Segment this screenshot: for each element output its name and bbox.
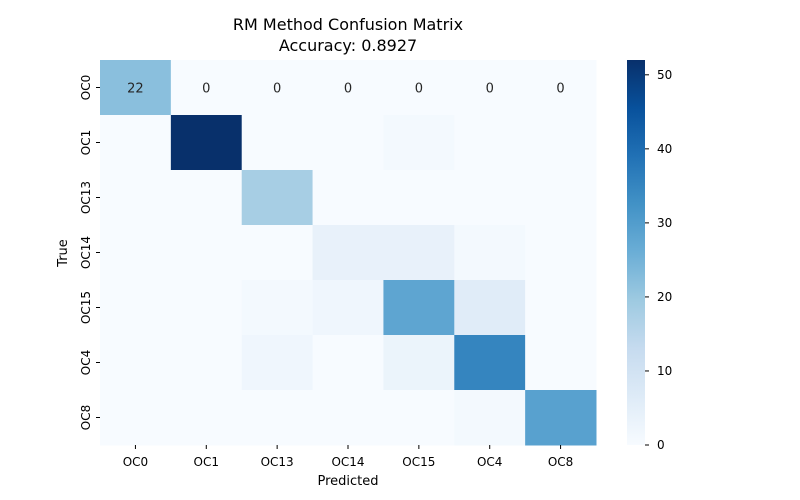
y-tick-label: OC15 xyxy=(79,291,93,324)
colorbar-tick-label: 20 xyxy=(657,290,672,304)
cell-value-label: 0 xyxy=(415,82,423,97)
heatmap-cell xyxy=(241,280,314,336)
heatmap-cell xyxy=(454,170,526,226)
chart-title-line2: Accuracy: 0.8927 xyxy=(279,36,417,55)
heatmap-cell xyxy=(525,390,597,446)
colorbar-tick-label: 50 xyxy=(657,68,672,82)
y-tick-label: OC4 xyxy=(79,350,93,375)
heatmap-cell xyxy=(100,115,172,171)
heatmap-cell xyxy=(100,390,172,446)
heatmap-cell xyxy=(383,280,455,336)
y-tick-label: OC1 xyxy=(79,130,93,155)
heatmap-cell xyxy=(454,115,526,171)
y-tick-label: OC0 xyxy=(79,75,93,100)
heatmap-cell xyxy=(525,60,597,116)
x-tick-label: OC14 xyxy=(331,455,364,469)
x-tick-label: OC15 xyxy=(402,455,435,469)
heatmap-cell xyxy=(525,225,597,281)
heatmap-cell xyxy=(170,115,243,171)
colorbar-tick-label: 10 xyxy=(657,364,672,378)
y-tick-label: OC8 xyxy=(79,405,93,430)
x-axis-ticks: OC0 OC1 OC13 OC14 OC15 OC4 OC8 xyxy=(123,445,573,469)
heatmap-cell xyxy=(312,225,384,281)
y-axis-label: True xyxy=(56,239,71,268)
heatmap-cell xyxy=(525,335,597,391)
cell-value-label: 0 xyxy=(344,82,352,97)
heatmap-cell xyxy=(241,335,314,391)
x-tick-label: OC0 xyxy=(123,455,148,469)
heatmap-cell xyxy=(100,280,172,336)
colorbar-tick-label: 0 xyxy=(657,438,665,452)
heatmap-cell xyxy=(383,225,455,281)
y-axis-ticks: OC0 OC1 OC13 OC14 OC15 OC4 OC8 xyxy=(79,75,100,430)
heatmap-cell xyxy=(100,60,172,116)
y-tick-label: OC14 xyxy=(79,236,93,269)
heatmap-cell xyxy=(312,115,384,171)
heatmap-cell xyxy=(312,60,384,116)
heatmap-cell xyxy=(383,335,455,391)
heatmap-cell xyxy=(312,170,384,226)
heatmap-cell xyxy=(312,335,384,391)
heatmap-cell xyxy=(525,280,597,336)
heatmap-cell-labels: 22 0 0 0 0 0 0 xyxy=(127,82,565,97)
colorbar xyxy=(627,60,645,445)
heatmap-cell xyxy=(454,390,526,446)
cell-value-label: 0 xyxy=(556,82,564,97)
x-tick-label: OC8 xyxy=(548,455,573,469)
heatmap-cell xyxy=(454,60,526,116)
heatmap-cell xyxy=(383,170,455,226)
heatmap-cells xyxy=(100,60,597,446)
chart-title-line1: RM Method Confusion Matrix xyxy=(233,15,463,34)
heatmap-cell xyxy=(454,280,526,336)
heatmap-cell xyxy=(241,115,314,171)
x-tick-label: OC13 xyxy=(261,455,294,469)
heatmap-cell xyxy=(383,390,455,446)
heatmap-cell xyxy=(100,170,172,226)
heatmap-cell xyxy=(170,60,243,116)
cell-value-label: 22 xyxy=(127,82,144,97)
heatmap-cell xyxy=(241,170,314,226)
cell-value-label: 0 xyxy=(273,82,281,97)
heatmap-cell xyxy=(170,390,243,446)
x-tick-label: OC4 xyxy=(477,455,502,469)
heatmap-cell xyxy=(241,225,314,281)
cell-value-label: 0 xyxy=(486,82,494,97)
x-tick-label: OC1 xyxy=(194,455,219,469)
heatmap-cell xyxy=(241,390,314,446)
heatmap-cell xyxy=(525,170,597,226)
heatmap-cell xyxy=(241,60,314,116)
heatmap-cell xyxy=(100,335,172,391)
heatmap-cell xyxy=(525,115,597,171)
heatmap-cell xyxy=(170,170,243,226)
heatmap-cell xyxy=(312,390,384,446)
heatmap-cell xyxy=(170,335,243,391)
cell-value-label: 0 xyxy=(202,82,210,97)
colorbar-ticks: 0 10 20 30 40 50 xyxy=(645,68,672,452)
y-tick-label: OC13 xyxy=(79,181,93,214)
colorbar-tick-label: 30 xyxy=(657,216,672,230)
heatmap-cell xyxy=(454,335,526,391)
heatmap-cell xyxy=(312,280,384,336)
heatmap-cell xyxy=(383,115,455,171)
colorbar-tick-label: 40 xyxy=(657,142,672,156)
heatmap-cell xyxy=(383,60,455,116)
heatmap-cell xyxy=(454,225,526,281)
heatmap-cell xyxy=(100,225,172,281)
heatmap-cell xyxy=(170,280,243,336)
heatmap-cell xyxy=(170,225,243,281)
x-axis-label: Predicted xyxy=(317,474,378,489)
